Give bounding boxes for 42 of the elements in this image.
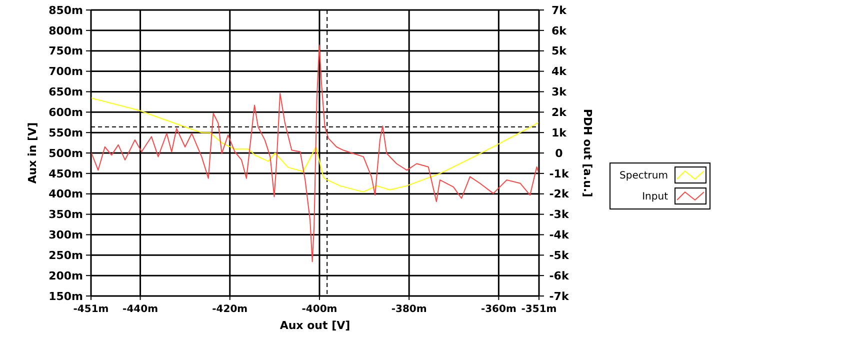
y2-tick-label: -4k <box>549 228 570 242</box>
legend-label: Spectrum <box>620 170 668 182</box>
y-tick-label: 350m <box>48 208 83 222</box>
x-axis-title: Aux out [V] <box>280 319 350 332</box>
x-tick-label: -440m <box>122 304 158 315</box>
y2-tick-label: 0 <box>555 146 564 160</box>
x-tick-label: -351m <box>521 304 557 315</box>
y-tick-label: 300m <box>48 228 83 242</box>
y2-tick-label: 6k <box>552 24 568 38</box>
y2-tick-label: -3k <box>549 208 570 222</box>
y2-axis-title: PDH out [a.u.] <box>581 108 594 198</box>
y2-tick-label: 4k <box>552 65 568 78</box>
x-tick-label: -360m <box>480 304 516 315</box>
y-tick-label: 500m <box>48 146 83 160</box>
y2-tick-label: -5k <box>549 248 570 262</box>
x-tick-label: -400m <box>302 304 338 315</box>
y-axis-title: Aux in [V] <box>26 122 39 184</box>
y-tick-label: 550m <box>48 126 83 140</box>
y-tick-label: 850m <box>48 4 83 17</box>
y2-tick-label: 2k <box>552 106 568 119</box>
x-tick-label: -380m <box>391 304 427 315</box>
y-tick-label: 700m <box>48 65 83 78</box>
y-tick-label: 600m <box>48 106 83 119</box>
y-tick-label: 450m <box>48 167 83 180</box>
y-tick-label: 400m <box>48 188 83 201</box>
y-tick-label: 200m <box>48 269 83 282</box>
y2-tick-label: 3k <box>552 86 568 99</box>
y-tick-label: 750m <box>48 44 83 58</box>
y-tick-label: 800m <box>48 24 83 38</box>
y2-tick-label: -7k <box>549 290 570 303</box>
x-tick-label: -420m <box>212 304 248 315</box>
y2-tick-label: 7k <box>552 4 568 17</box>
legend-label: Input <box>642 192 668 202</box>
y-tick-label: 150m <box>48 290 83 303</box>
y-tick-label: 650m <box>48 86 83 99</box>
y2-tick-label: 1k <box>552 126 568 140</box>
y-tick-label: 250m <box>48 248 83 262</box>
y2-tick-label: 5k <box>552 44 568 58</box>
y2-tick-label: -6k <box>549 269 570 282</box>
y2-tick-label: -1k <box>549 167 570 180</box>
y2-tick-label: -2k <box>549 188 570 201</box>
x-tick-label: -451m <box>73 304 109 315</box>
